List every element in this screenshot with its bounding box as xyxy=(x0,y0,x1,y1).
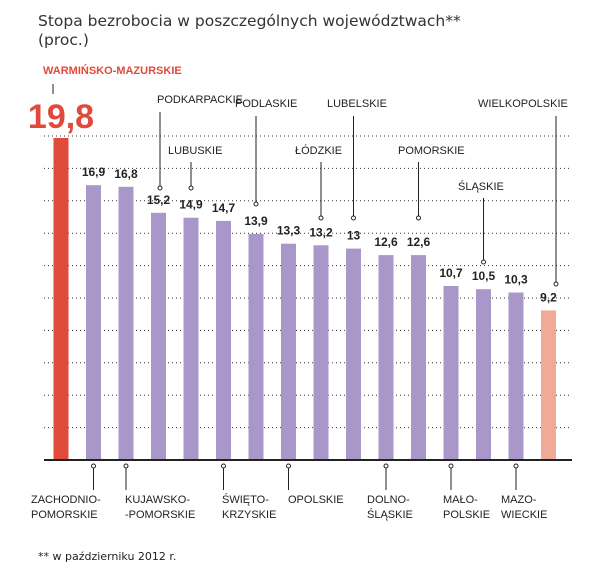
category-label-4: PODKARPACKIE xyxy=(157,94,243,106)
category-label-15-line-1: MAZO- xyxy=(501,494,537,506)
bar-15 xyxy=(508,292,524,460)
category-labels: WARMIŃSKO-MAZURSKIE ZACHODNIO- POMORSKIE KU… xyxy=(31,64,568,521)
callout-15: MAZO- WIECKIE xyxy=(501,463,547,521)
category-label-2-line-1: ZACHODNIO- xyxy=(31,494,101,506)
category-label-3-line-1: KUJAWSKO- xyxy=(125,494,190,506)
category-label-15-line-2: WIECKIE xyxy=(501,509,547,521)
callout-14 xyxy=(481,198,486,265)
bar-4 xyxy=(151,212,166,460)
category-label-14: ŚLĄSKIE xyxy=(458,180,504,193)
bar-10 xyxy=(346,248,361,460)
bars xyxy=(53,138,556,461)
callout-6: ŚWIĘTO- KRZYSKIE xyxy=(221,463,276,521)
category-label-11-line-2: ŚLĄSKIE xyxy=(367,508,413,521)
callout-8: OPOLSKIE xyxy=(286,463,344,506)
leader-dot xyxy=(448,463,454,469)
callout-12 xyxy=(416,162,421,221)
bar-5 xyxy=(183,217,199,460)
category-label-8-line-1: OPOLSKIE xyxy=(288,494,344,506)
value-label-13: 10,7 xyxy=(439,266,463,280)
value-label-14: 10,5 xyxy=(472,269,496,283)
chart-title-line-1: Stopa bezrobocia w poszczególnych wojewó… xyxy=(38,12,461,30)
bar-3 xyxy=(118,186,134,461)
category-label-13-line-2: POLSKIE xyxy=(443,509,490,521)
bar-9 xyxy=(313,245,329,460)
bar-14 xyxy=(476,289,491,460)
bar-13 xyxy=(443,286,459,460)
value-label-12: 12,6 xyxy=(407,235,431,249)
bar-16 xyxy=(541,310,556,460)
value-label-11: 12,6 xyxy=(374,235,398,249)
value-label-8: 13,3 xyxy=(277,224,301,238)
bar-8 xyxy=(281,243,296,460)
callout-3: KUJAWSKO- -POMORSKIE xyxy=(123,463,195,521)
category-label-5: LUBUSKIE xyxy=(168,145,222,157)
value-label-10: 13 xyxy=(347,229,361,243)
category-label-6-line-2: KRZYSKIE xyxy=(222,509,276,521)
value-label-9: 13,2 xyxy=(309,225,333,239)
value-labels: 19,8 16,9 16,8 15,2 14,9 14,7 13,9 13,3 13,2 13 12… xyxy=(28,98,557,304)
bar-11 xyxy=(378,255,394,460)
leader-dot xyxy=(123,463,129,469)
leader-dot xyxy=(221,463,226,469)
category-label-9: ŁÓDZKIE xyxy=(295,144,342,157)
category-label-13-line-1: MAŁO- xyxy=(443,494,478,506)
leader-dot xyxy=(383,463,389,469)
bar-6 xyxy=(216,220,231,460)
value-label-16: 9,2 xyxy=(540,290,557,304)
leader-dot xyxy=(351,215,356,221)
value-label-4: 15,2 xyxy=(147,193,171,207)
value-label-2: 16,9 xyxy=(82,165,106,179)
category-label-1: WARMIŃSKO-MAZURSKIE xyxy=(43,64,182,77)
value-label-3: 16,8 xyxy=(114,167,138,181)
leader-dot xyxy=(253,201,259,207)
callout-11: DOLNO- ŚLĄSKIE xyxy=(367,463,413,521)
value-label-7: 13,9 xyxy=(244,214,268,228)
category-label-2-line-2: POMORSKIE xyxy=(31,509,98,521)
bar-7 xyxy=(248,233,264,460)
leader-dot xyxy=(416,215,421,221)
leader-dot xyxy=(318,215,324,221)
callout-16 xyxy=(553,116,559,287)
leader-dot xyxy=(157,185,163,191)
category-label-12: POMORSKIE xyxy=(398,145,465,157)
leader-dot xyxy=(91,463,96,469)
bar-12 xyxy=(411,255,426,460)
category-label-7: PODLASKIE xyxy=(235,98,297,110)
category-label-10: LUBELSKIE xyxy=(327,98,387,110)
bar-2 xyxy=(86,185,101,460)
category-label-6-line-1: ŚWIĘTO- xyxy=(222,493,269,506)
value-label-1: 19,8 xyxy=(28,98,94,136)
chart-title: Stopa bezrobocia w poszczególnych wojewó… xyxy=(38,12,461,50)
leader-dot xyxy=(286,463,291,469)
callout-13: MAŁO- POLSKIE xyxy=(443,463,490,521)
footnote: ** w październiku 2012 r. xyxy=(38,550,177,563)
callout-5 xyxy=(188,162,194,191)
callout-2: ZACHODNIO- POMORSKIE xyxy=(31,463,101,521)
callout-4 xyxy=(157,112,163,191)
category-label-11-line-1: DOLNO- xyxy=(367,494,410,506)
category-label-3-line-2: -POMORSKIE xyxy=(125,509,195,521)
callout-9 xyxy=(318,162,324,221)
chart-title-line-2: (proc.) xyxy=(38,31,89,49)
bar-1 xyxy=(53,138,69,460)
leader-dot xyxy=(513,463,519,469)
leader-dot xyxy=(481,259,486,265)
leader-dot xyxy=(188,185,194,191)
category-label-16: WIELKOPOLSKIE xyxy=(478,98,568,110)
leader-dot xyxy=(553,281,559,287)
value-label-6: 14,7 xyxy=(212,201,236,215)
value-label-15: 10,3 xyxy=(504,273,528,287)
value-label-5: 14,9 xyxy=(179,198,203,212)
callout-7 xyxy=(253,116,259,207)
callout-10 xyxy=(351,116,356,221)
